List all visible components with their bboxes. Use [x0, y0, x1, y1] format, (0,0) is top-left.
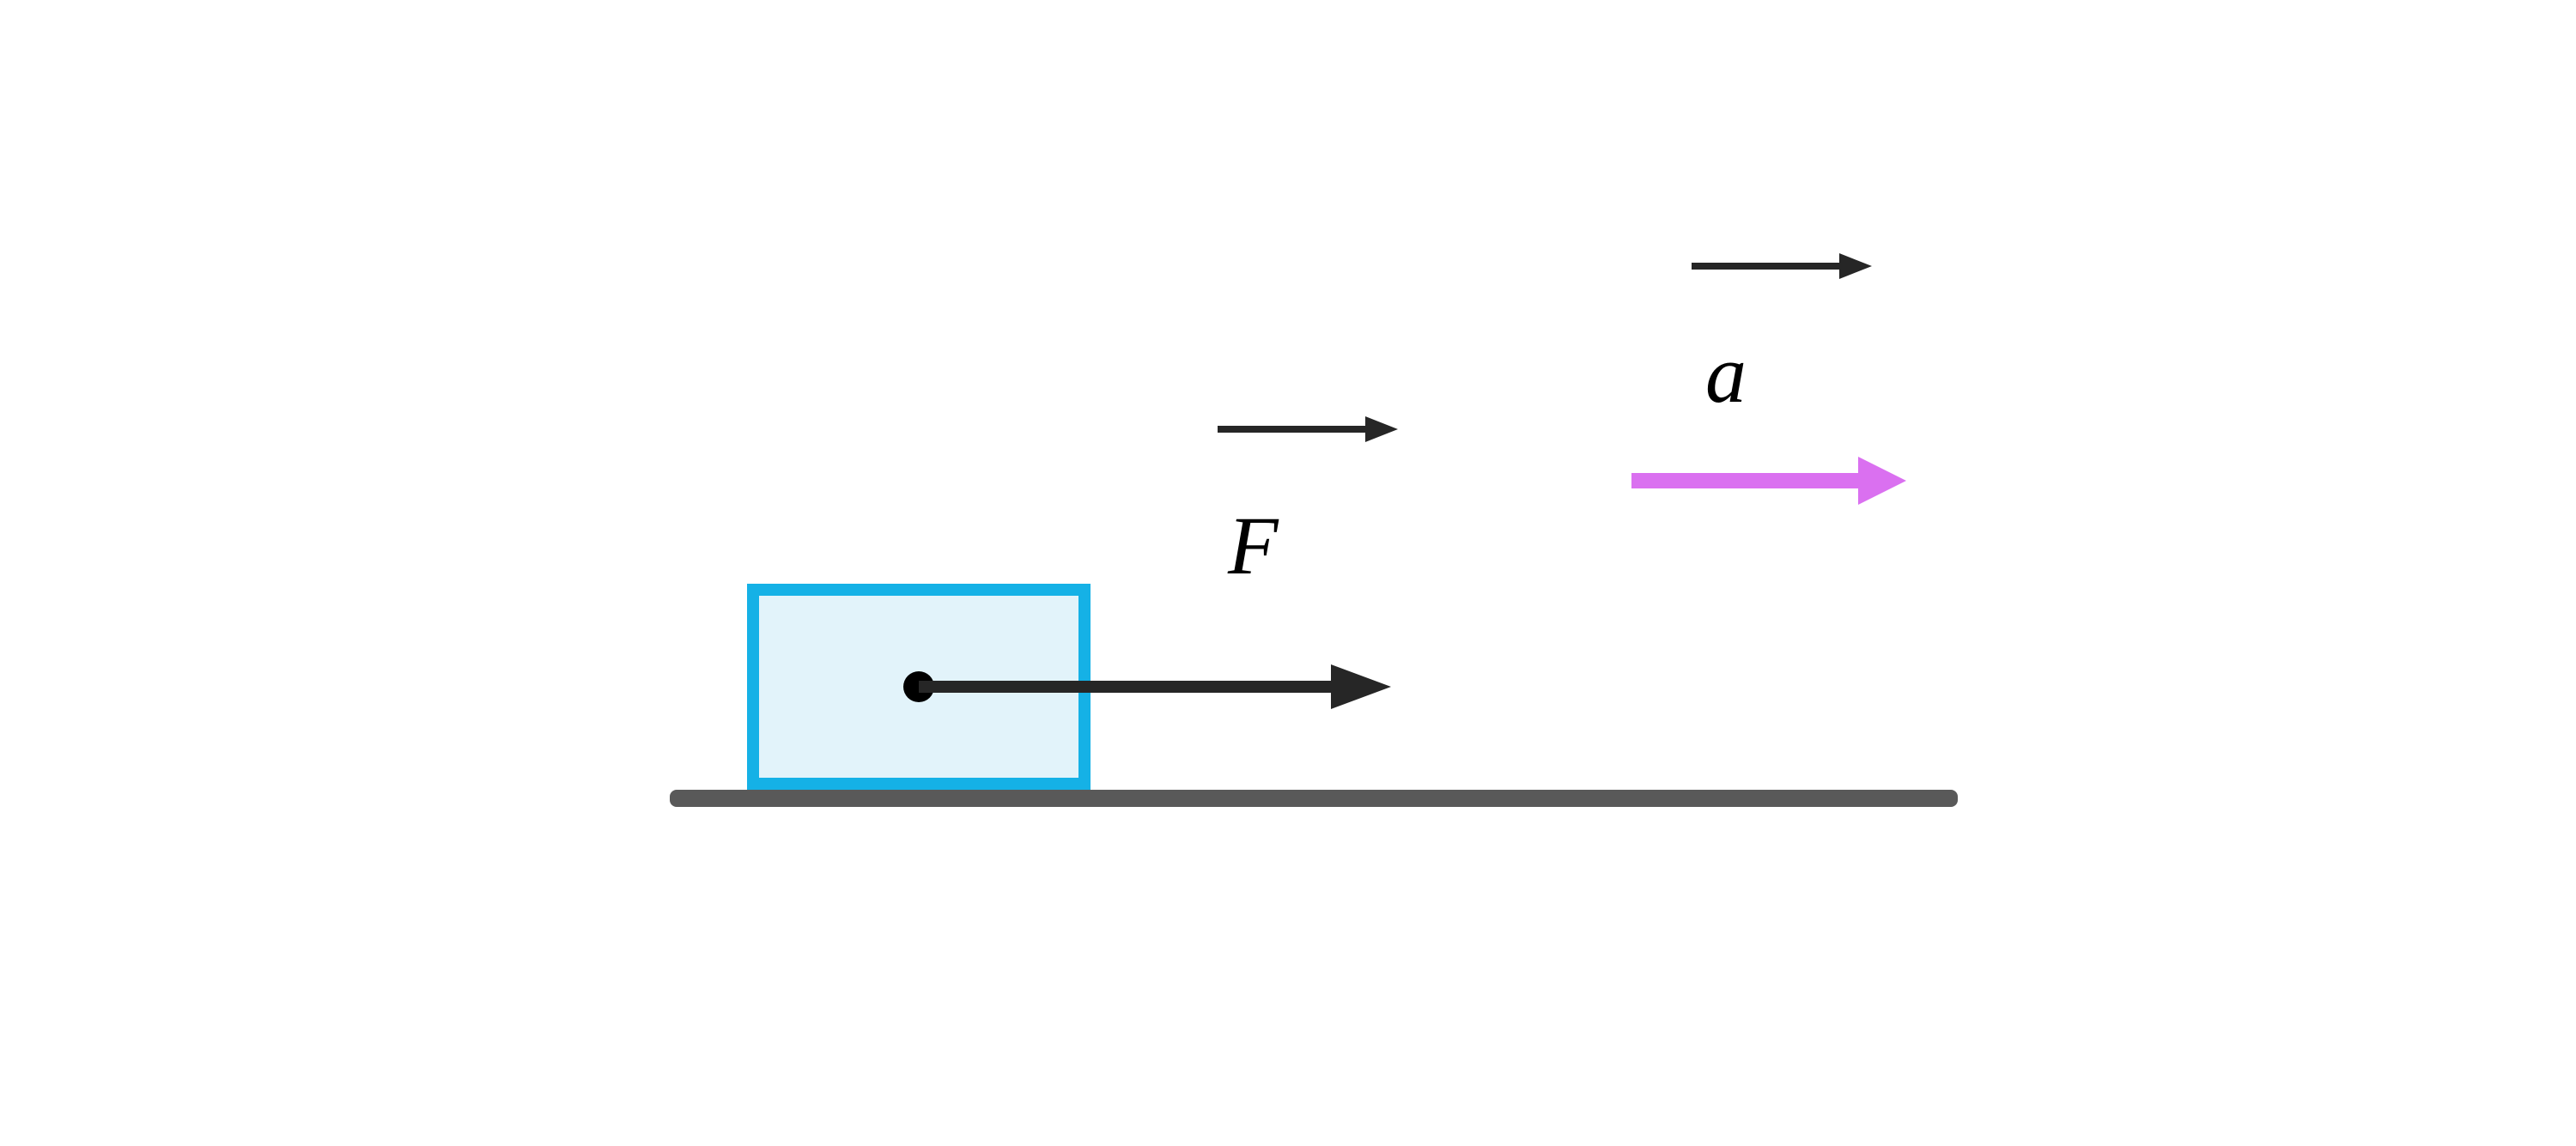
force-arrow-shaft — [919, 681, 1331, 693]
label-a-overarrow-shaft — [1692, 263, 1839, 270]
label-f: F — [1228, 498, 1279, 593]
force-arrow-head — [1331, 664, 1391, 709]
ground-surface — [670, 790, 1958, 807]
label-a-overarrow-head — [1839, 253, 1872, 279]
label-f-overarrow-shaft — [1218, 426, 1365, 433]
diagram-canvas: F a — [0, 0, 2576, 1146]
accel-arrow-shaft — [1631, 473, 1858, 488]
accel-arrow-head — [1858, 457, 1906, 505]
label-f-overarrow-head — [1365, 416, 1398, 442]
label-a: a — [1705, 326, 1747, 421]
